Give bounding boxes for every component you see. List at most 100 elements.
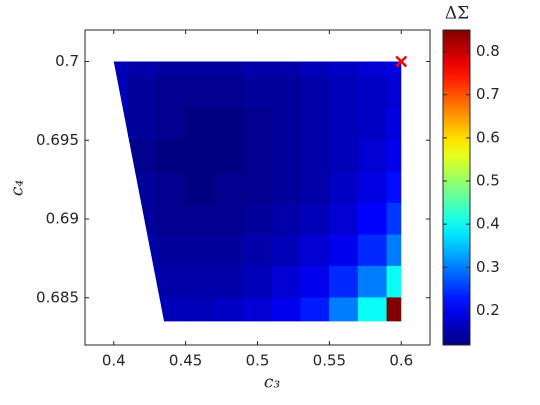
cell <box>185 202 215 236</box>
cell <box>300 76 330 110</box>
cell <box>214 234 244 267</box>
cell <box>357 108 388 141</box>
cell <box>271 76 301 110</box>
colorbar-tick-label: 0.4 <box>476 215 500 233</box>
cell <box>271 171 301 204</box>
cell <box>386 139 402 173</box>
cell <box>242 265 273 299</box>
cell <box>386 76 402 110</box>
field <box>113 61 402 322</box>
cell <box>156 297 186 322</box>
y-tick-label: 0.685 <box>36 288 79 306</box>
cell <box>271 265 301 299</box>
cell <box>300 61 330 78</box>
cell <box>185 171 215 204</box>
cell <box>127 76 158 110</box>
y-tick-label: 0.69 <box>46 210 79 228</box>
cell <box>156 171 186 204</box>
y-tick-label: 0.695 <box>36 131 79 149</box>
cell <box>386 108 402 141</box>
y-axis-label: c₄ <box>8 180 28 197</box>
cell <box>357 234 388 267</box>
marker <box>395 55 408 68</box>
cell <box>329 202 359 236</box>
cell <box>300 202 330 236</box>
cell <box>127 108 158 141</box>
colorbar-tick-label: 0.5 <box>476 172 500 190</box>
colorbar-tick-label: 0.6 <box>476 128 500 146</box>
cell <box>185 61 215 78</box>
cell <box>242 76 273 110</box>
colorbar-tick-label: 0.2 <box>476 301 500 319</box>
x-axis-label: c₃ <box>264 373 281 393</box>
y-tick-label: 0.7 <box>55 52 79 70</box>
cell <box>127 61 158 78</box>
cell <box>156 108 186 141</box>
colorbar-title: ΔΣ <box>445 4 469 24</box>
cell <box>242 139 273 173</box>
cell <box>300 108 330 141</box>
cell <box>357 202 388 236</box>
x-tick-label: 0.45 <box>169 352 202 370</box>
cell <box>271 61 301 78</box>
cell <box>271 234 301 267</box>
cell <box>386 265 402 299</box>
cell <box>214 108 244 141</box>
cell <box>386 297 402 322</box>
cell <box>156 76 186 110</box>
cell <box>386 234 402 267</box>
cell <box>300 265 330 299</box>
cell <box>156 202 186 236</box>
colorbar-tick-label: 0.7 <box>476 85 500 103</box>
cell <box>357 61 388 78</box>
x-tick-label: 0.55 <box>313 352 346 370</box>
cell <box>214 297 244 322</box>
cell <box>156 234 186 267</box>
cell <box>271 202 301 236</box>
cell <box>185 76 215 110</box>
cell <box>329 108 359 141</box>
cell <box>185 108 215 141</box>
cell <box>214 61 244 78</box>
cell <box>185 265 215 299</box>
cell <box>357 297 388 322</box>
cell <box>300 139 330 173</box>
cell <box>329 171 359 204</box>
cell <box>386 202 402 236</box>
cell <box>357 139 388 173</box>
cell <box>156 139 186 173</box>
x-tick-label: 0.6 <box>389 352 413 370</box>
cell <box>242 234 273 267</box>
cell <box>113 61 129 78</box>
cell <box>185 297 215 322</box>
cell <box>271 139 301 173</box>
colorbar-tick-label: 0.8 <box>476 42 500 60</box>
cell <box>214 171 244 204</box>
cell <box>329 61 359 78</box>
cell <box>214 139 244 173</box>
cell <box>329 265 359 299</box>
cell <box>386 171 402 204</box>
cell <box>357 76 388 110</box>
cell <box>242 108 273 141</box>
cell <box>242 171 273 204</box>
cell <box>156 265 186 299</box>
cell <box>329 234 359 267</box>
cell <box>242 202 273 236</box>
cell <box>271 108 301 141</box>
cell <box>185 234 215 267</box>
cell <box>156 61 186 78</box>
cell <box>357 265 388 299</box>
cell <box>329 297 359 322</box>
cell <box>214 202 244 236</box>
colorbar <box>442 29 471 346</box>
cell <box>214 76 244 110</box>
cell <box>242 297 273 322</box>
cell <box>242 61 273 78</box>
cell <box>357 171 388 204</box>
cell <box>300 171 330 204</box>
cell <box>300 234 330 267</box>
cell <box>300 297 330 322</box>
cell <box>329 76 359 110</box>
